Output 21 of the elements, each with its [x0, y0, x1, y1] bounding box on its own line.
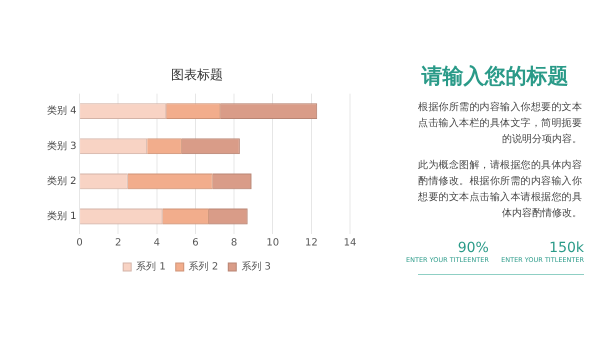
y-tick-label: 类别 2 [46, 174, 77, 187]
text: 根据你所需的内容输入你想要的文本点击输入本栏的具体文字，简明扼要的说明分项内容。 [418, 100, 582, 147]
x-tick-label: 8 [230, 238, 238, 249]
text: 此为概念图解，请根据您的具体内容酌情修改。根据你所需的内容输入你想要的文本点击输入本请根据您的具体内容酌情修改。 [418, 158, 582, 221]
legend-label: 系列 1 [136, 260, 166, 273]
legend-label: 系列 2 [188, 260, 218, 273]
x-tick-label: 6 [192, 238, 199, 249]
x-tick-label: 0 [76, 238, 83, 249]
x-tick-label: 12 [304, 238, 318, 249]
x-tick-label: 4 [154, 238, 160, 249]
y-tick-label: 类别 3 [46, 140, 77, 152]
x-tick-label: 10 [266, 238, 280, 249]
x-tick-label: 14 [344, 238, 356, 249]
chart-title: 图表标题 [171, 68, 223, 84]
text: 90% [456, 240, 489, 256]
x-tick-label: 2 [114, 238, 122, 249]
text: 请输入您的标题 [420, 63, 570, 90]
y-tick-label: 类别 1 [46, 210, 77, 222]
legend-label: 系列 3 [241, 260, 271, 273]
y-tick-label: 类别 4 [46, 104, 77, 117]
text: 150k [548, 240, 584, 256]
